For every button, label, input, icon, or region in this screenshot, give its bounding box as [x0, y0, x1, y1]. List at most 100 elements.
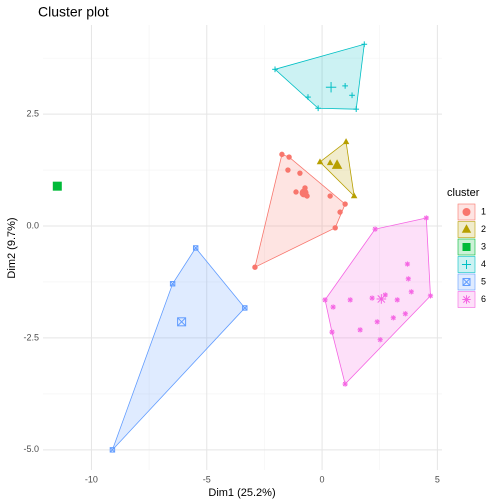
marker-part	[372, 226, 378, 232]
cluster-hull	[254, 153, 346, 268]
marker-part	[391, 315, 396, 321]
point	[347, 297, 353, 303]
point	[390, 315, 396, 321]
point	[192, 245, 199, 251]
marker-part	[329, 329, 335, 335]
point	[316, 158, 324, 165]
marker-part	[405, 261, 410, 267]
point	[322, 297, 328, 303]
cluster-hull	[112, 247, 246, 451]
legend-label: 6	[481, 294, 486, 304]
point	[349, 92, 355, 99]
y-tick-label: 2.5	[26, 108, 39, 118]
marker-part	[408, 289, 414, 295]
marker-part	[170, 281, 176, 287]
marker-part	[423, 215, 429, 221]
x-tick-label: -5	[203, 474, 211, 484]
marker-part	[342, 201, 348, 207]
legend-label: 4	[481, 259, 486, 269]
point	[376, 294, 387, 304]
legend-label: 3	[481, 241, 486, 251]
point	[408, 289, 414, 295]
marker-part	[347, 297, 353, 303]
y-tick-label: 0.0	[26, 220, 39, 230]
legend-label: 5	[481, 276, 486, 286]
marker-part	[52, 181, 62, 191]
point	[461, 224, 472, 233]
point	[353, 106, 360, 113]
point	[327, 193, 333, 199]
marker-part	[169, 281, 176, 287]
cluster-hull	[324, 217, 431, 385]
point	[342, 83, 348, 89]
marker-part	[342, 138, 350, 145]
point	[305, 94, 311, 100]
point	[462, 208, 471, 216]
marker-part	[252, 264, 258, 270]
point	[332, 225, 338, 231]
chart-title: Cluster plot	[38, 4, 109, 20]
point	[326, 159, 334, 166]
cluster-hull	[274, 43, 365, 110]
marker-part	[285, 167, 291, 173]
marker-part	[428, 293, 433, 299]
point	[462, 243, 471, 251]
point	[325, 82, 337, 93]
marker-part	[377, 295, 386, 303]
marker-part	[462, 278, 471, 286]
point	[272, 66, 278, 73]
point	[377, 337, 383, 343]
point	[293, 189, 299, 195]
point	[461, 259, 472, 270]
point	[297, 170, 303, 176]
point	[52, 181, 62, 191]
marker-part	[193, 245, 199, 251]
marker-part	[462, 295, 471, 304]
point	[342, 138, 350, 145]
marker-part	[461, 224, 472, 233]
marker-part	[326, 159, 334, 166]
y-tick-label: -5.0	[23, 444, 39, 454]
marker-part	[394, 297, 400, 303]
point	[329, 329, 335, 335]
marker-part	[405, 276, 411, 282]
legend-label: 2	[481, 224, 486, 234]
marker-part	[462, 278, 471, 286]
marker-part	[177, 317, 186, 327]
point	[462, 278, 471, 286]
marker-part	[350, 192, 358, 199]
point	[350, 192, 358, 199]
legend-label: 1	[481, 206, 486, 216]
point	[342, 201, 348, 207]
point	[109, 447, 116, 453]
y-tick-label: -2.5	[23, 332, 39, 342]
legend-title: cluster	[447, 187, 480, 199]
marker-part	[402, 311, 408, 317]
marker-part	[177, 317, 187, 327]
marker-part	[286, 154, 292, 160]
marker-part	[377, 337, 383, 343]
point	[315, 105, 322, 112]
point	[394, 297, 400, 303]
point	[342, 381, 348, 387]
point	[252, 264, 258, 270]
y-axis-label: Dim2 (9.7%)	[6, 217, 18, 278]
marker-part	[327, 193, 333, 199]
marker-part	[297, 170, 303, 176]
marker-part	[330, 304, 336, 310]
marker-part	[316, 158, 324, 165]
marker-part	[369, 295, 375, 301]
point	[242, 305, 248, 311]
marker-part	[299, 188, 309, 198]
marker-part	[331, 159, 343, 169]
point	[357, 327, 363, 333]
point	[423, 215, 429, 221]
marker-part	[337, 209, 343, 215]
marker-part	[109, 447, 115, 453]
x-tick-label: -10	[85, 474, 98, 484]
point	[374, 319, 380, 325]
marker-part	[109, 447, 116, 453]
point	[177, 317, 187, 327]
marker-part	[462, 208, 471, 216]
